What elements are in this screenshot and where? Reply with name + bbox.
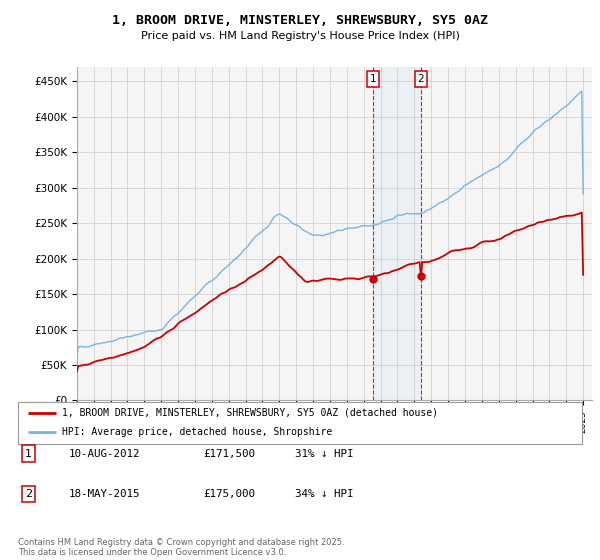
Text: 2: 2 (418, 74, 424, 84)
Text: 1, BROOM DRIVE, MINSTERLEY, SHREWSBURY, SY5 0AZ (detached house): 1, BROOM DRIVE, MINSTERLEY, SHREWSBURY, … (62, 408, 438, 418)
Text: 10-AUG-2012: 10-AUG-2012 (68, 449, 140, 459)
Text: £175,000: £175,000 (203, 489, 255, 499)
Text: 1, BROOM DRIVE, MINSTERLEY, SHREWSBURY, SY5 0AZ: 1, BROOM DRIVE, MINSTERLEY, SHREWSBURY, … (112, 14, 488, 27)
Text: Price paid vs. HM Land Registry's House Price Index (HPI): Price paid vs. HM Land Registry's House … (140, 31, 460, 41)
FancyBboxPatch shape (18, 402, 582, 444)
Text: 31% ↓ HPI: 31% ↓ HPI (295, 449, 354, 459)
Text: 1: 1 (25, 449, 32, 459)
Text: 2: 2 (25, 489, 32, 499)
Text: HPI: Average price, detached house, Shropshire: HPI: Average price, detached house, Shro… (62, 427, 332, 437)
Text: 34% ↓ HPI: 34% ↓ HPI (295, 489, 354, 499)
Bar (373, 67, 421, 400)
Text: £171,500: £171,500 (203, 449, 255, 459)
Text: 18-MAY-2015: 18-MAY-2015 (68, 489, 140, 499)
Text: Contains HM Land Registry data © Crown copyright and database right 2025.
This d: Contains HM Land Registry data © Crown c… (18, 538, 344, 557)
Text: 1: 1 (370, 74, 376, 84)
